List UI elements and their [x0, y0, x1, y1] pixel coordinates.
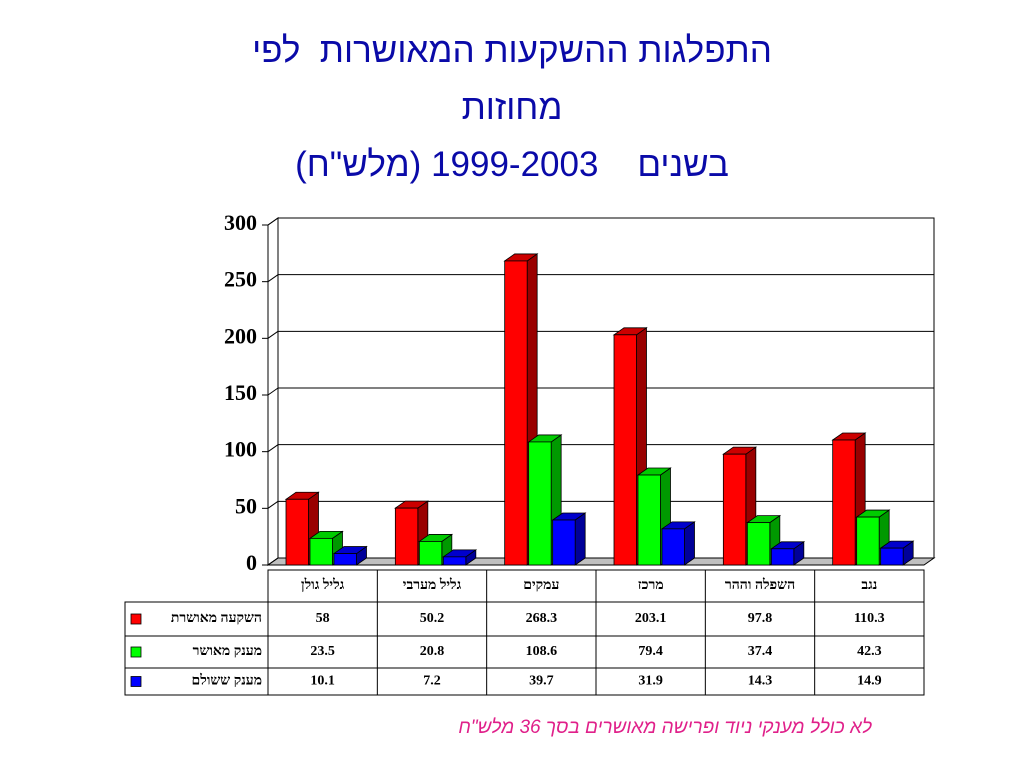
legend-swatch [130, 613, 142, 625]
title-line: מחוזות [461, 88, 563, 127]
table-value: 37.4 [748, 644, 773, 659]
bar-front [832, 439, 856, 566]
bar-front [394, 507, 419, 566]
bar [612, 327, 648, 566]
table-value: 203.1 [635, 611, 667, 626]
bar [332, 545, 368, 566]
bar-front [285, 498, 309, 566]
title-line: בשנים 1999-2003 (מלש"ח) [295, 145, 729, 184]
grid-line-side [267, 217, 279, 226]
table-value: 7.2 [423, 674, 441, 689]
y-tick-label: 250 [224, 267, 257, 292]
table-value: 10.1 [310, 674, 335, 689]
bar-side [684, 521, 695, 566]
bar-front [504, 260, 528, 566]
grid-line-side [267, 557, 279, 566]
y-tick-label: 300 [224, 210, 257, 235]
x-tick-label: עמקים [523, 578, 559, 593]
table-value: 268.3 [526, 611, 558, 626]
table-value: 31.9 [638, 674, 663, 689]
y-tick-label: 200 [224, 323, 257, 348]
bar-front [661, 528, 685, 566]
bar-front [856, 516, 880, 566]
bar [442, 549, 478, 566]
bar-front [309, 537, 333, 566]
x-tick-label: גליל מערבי [403, 577, 462, 593]
grid-line-side [267, 274, 279, 283]
bar-front [613, 334, 637, 566]
legend-label: מענק מאושר [193, 644, 262, 659]
legend-swatch [130, 676, 142, 687]
x-tick-label: מרכז [638, 578, 664, 593]
grid-line-side [267, 500, 279, 509]
bar-front [528, 441, 552, 566]
table-value: 39.7 [529, 674, 554, 689]
y-tick-label: 100 [224, 437, 257, 462]
bar-front [552, 519, 576, 566]
x-tick-label: השפלה וההר [725, 577, 795, 593]
x-tick-label: גליל גולן [301, 577, 345, 593]
table-value: 97.8 [748, 611, 773, 626]
bar-front [880, 547, 904, 566]
bar [660, 521, 696, 566]
legend-label: מענק ששולם [192, 673, 262, 689]
legend-swatch [130, 646, 142, 658]
table-value: 108.6 [526, 644, 558, 659]
grid-line-side [267, 330, 279, 339]
bar [770, 541, 806, 566]
table-value: 14.9 [857, 674, 882, 689]
table-value: 110.3 [854, 611, 885, 626]
bar-front [442, 556, 467, 566]
bar-front [722, 453, 747, 566]
table-value: 23.5 [310, 644, 335, 659]
table-value: 42.3 [857, 644, 882, 659]
bar [551, 512, 587, 566]
bar [879, 540, 915, 566]
chart-title: התפלגות ההשקעות המאושרות לפי מחוזות בשנים … [0, 22, 1024, 193]
y-tick-label: 0 [246, 550, 257, 575]
legend-label: השקעה מאושרת [171, 611, 262, 626]
footnote: לא כולל מענקי ניוד ופרישה מאושרים בסך 36… [458, 717, 872, 738]
bar-front [418, 541, 443, 566]
grid-line-side [267, 387, 279, 396]
grid-line-side [267, 444, 279, 453]
bar-front [746, 522, 771, 566]
table-value: 14.3 [748, 674, 773, 689]
y-tick-label: 50 [235, 493, 257, 518]
bar-side [574, 512, 586, 566]
table-value: 50.2 [420, 611, 445, 626]
table-value: 58 [316, 611, 330, 626]
table-value: 79.4 [638, 644, 663, 659]
bar-front [333, 553, 357, 566]
y-tick-label: 150 [224, 380, 257, 405]
table-value: 20.8 [420, 644, 445, 659]
bar-front [770, 548, 795, 566]
table-body [124, 601, 925, 696]
title-line: התפלגות ההשקעות המאושרות לפי [252, 31, 772, 70]
bar-front [637, 474, 661, 566]
x-tick-label: נגב [861, 578, 877, 593]
